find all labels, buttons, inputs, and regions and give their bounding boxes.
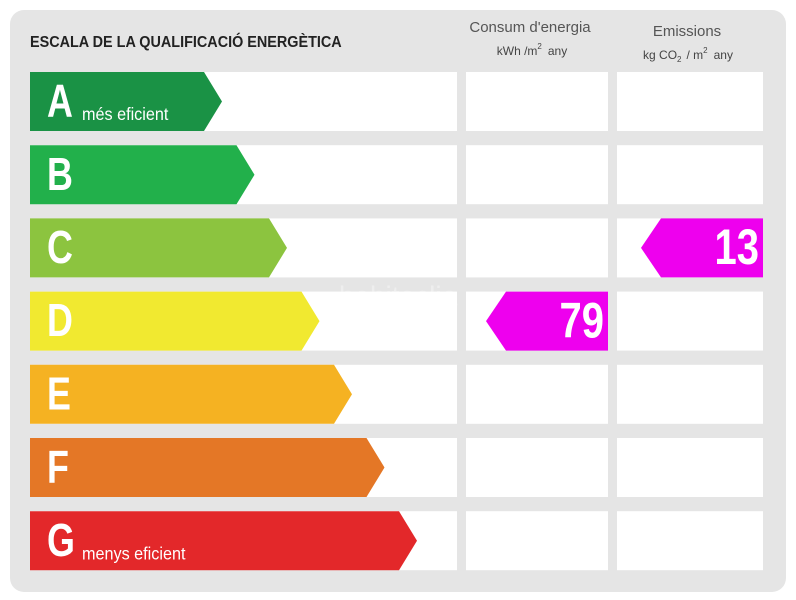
rating-arrow (641, 218, 763, 278)
class-arrow (30, 364, 352, 424)
class-letter: F (47, 441, 69, 492)
cell (466, 438, 608, 497)
unit-text: / m (686, 48, 703, 62)
column-unit: kg CO2/ m2 any (643, 46, 733, 64)
watermark: habitaclia (339, 280, 458, 311)
class-label: més eficient (82, 104, 169, 124)
cell (617, 438, 763, 497)
cell (617, 145, 763, 205)
cell (617, 511, 763, 571)
column-title: Emissions (653, 23, 721, 40)
class-letter: C (47, 222, 73, 273)
unit-sub: 2 (677, 55, 682, 64)
cell (466, 145, 608, 205)
unit-sup: 2 (537, 42, 542, 51)
class-arrow (30, 145, 255, 205)
class-arrow (30, 291, 320, 351)
class-arrow (30, 218, 287, 278)
class-letter: A (47, 75, 73, 126)
unit-text: kWh /m (497, 44, 538, 58)
cell (466, 218, 608, 278)
rating-value: 79 (560, 292, 604, 348)
unit-text: any (548, 44, 567, 58)
unit-text: any (714, 48, 733, 62)
class-letter: D (47, 295, 73, 346)
class-arrow (30, 511, 417, 571)
class-letter: G (47, 515, 75, 566)
column-title: Consum d'energia (469, 19, 591, 36)
unit-text: kg CO (643, 48, 677, 62)
unit-sup: 2 (703, 46, 708, 55)
class-arrow (30, 72, 222, 131)
cell (617, 291, 763, 351)
rating-arrow (486, 291, 608, 351)
cell (466, 364, 608, 424)
class-arrow (30, 438, 385, 497)
cell (466, 511, 608, 571)
class-label: menys eficient (82, 544, 186, 564)
title: ESCALA DE LA QUALIFICACIÓ ENERGÈTICA (30, 33, 342, 52)
column-unit: kWh /m2 any (497, 42, 567, 58)
class-letter: E (47, 368, 71, 419)
cell (617, 364, 763, 424)
cell (466, 72, 608, 131)
cell (617, 72, 763, 131)
rating-value: 13 (715, 219, 759, 275)
class-letter: B (47, 149, 73, 200)
